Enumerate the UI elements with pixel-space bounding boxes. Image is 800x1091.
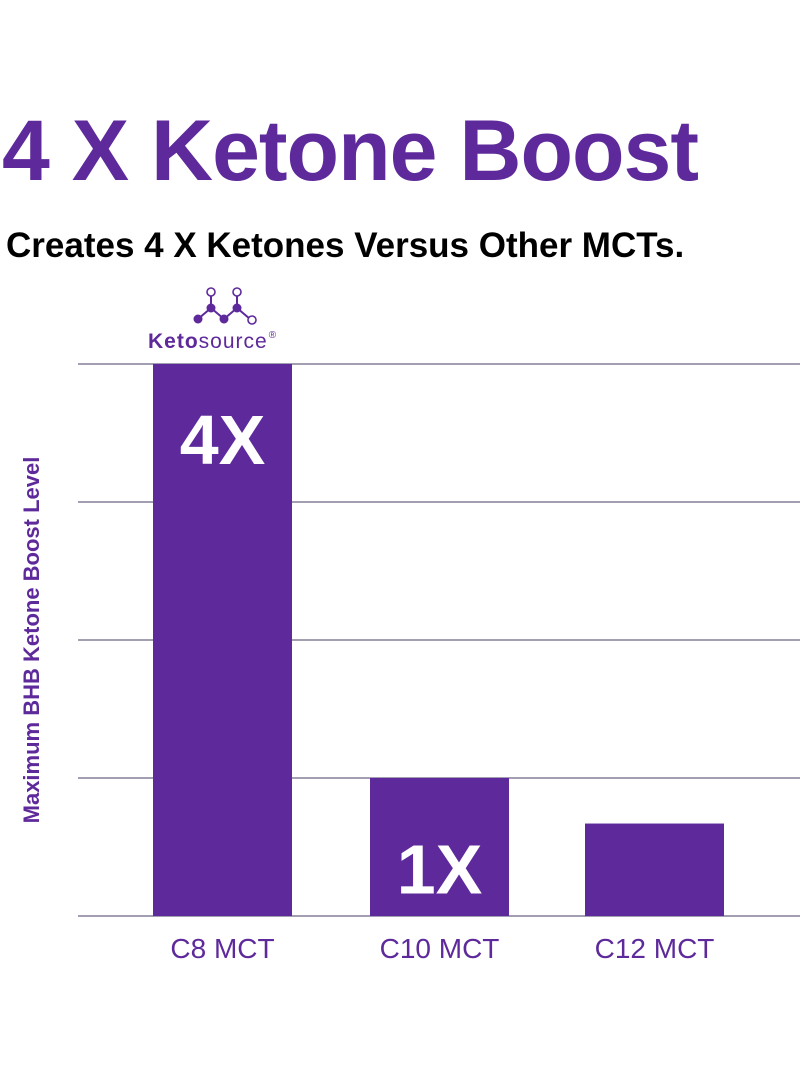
x-tick-label-1: C10 MCT — [380, 933, 500, 964]
x-tick-label-2: C12 MCT — [595, 933, 715, 964]
x-tick-label-0: C8 MCT — [170, 933, 274, 964]
ketosource-logo: Ketosource® — [148, 286, 313, 358]
bar-c8-mct — [153, 364, 292, 916]
molecule-icon — [193, 287, 257, 325]
logo-name-regular: source — [198, 330, 268, 353]
bar-c12-mct — [585, 823, 724, 916]
logo-name-bold: Keto — [148, 330, 199, 353]
bar-c10-mct — [370, 778, 509, 916]
chart-subtitle: Creates 4 X Ketones Versus Other MCTs. — [6, 226, 685, 265]
bar-labels: 4X 1X — [180, 401, 483, 909]
bar-value-label-0: 4X — [180, 401, 266, 479]
logo-wordmark: Ketosource® — [148, 330, 277, 354]
bars — [153, 364, 724, 916]
chart-title: 4 X Ketone Boost — [2, 103, 699, 199]
registered-mark: ® — [268, 330, 278, 341]
bar-value-label-1: 1X — [397, 831, 483, 909]
x-tick-labels: C8 MCT C10 MCT C12 MCT — [170, 933, 714, 964]
